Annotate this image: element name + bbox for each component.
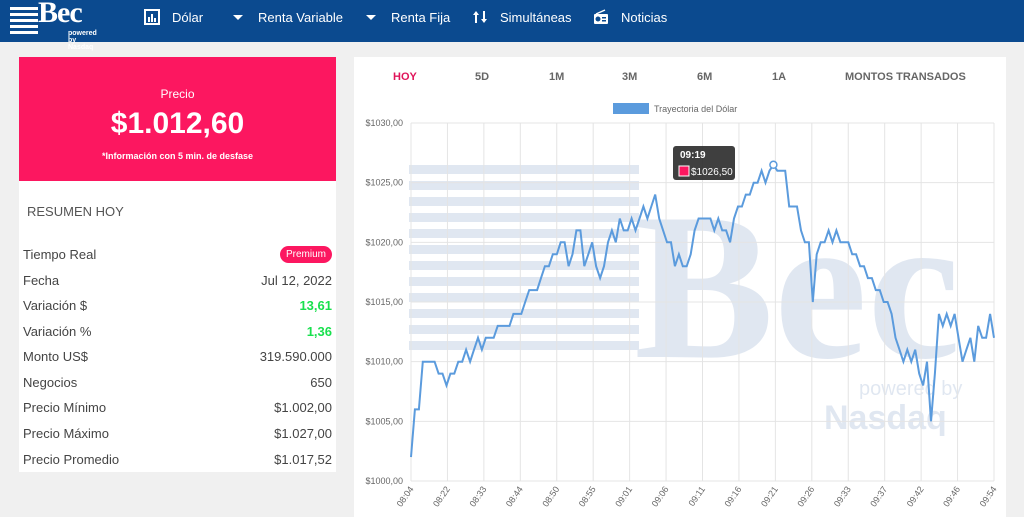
nav-noticias-label: Noticias [621, 9, 668, 25]
summary-key: Precio Promedio [23, 452, 120, 467]
svg-text:Nasdaq: Nasdaq [824, 399, 947, 437]
top-navigation-bar: Bec powered by Nasdaq Dólar Renta Variab… [0, 0, 1024, 51]
x-tick-label: 08:33 [467, 484, 488, 508]
legend-label[interactable]: Trayectoria del Dólar [654, 104, 737, 114]
nav-renta-fija-label: Renta Fija [391, 9, 451, 25]
summary-key: Precio Máximo [23, 426, 109, 441]
y-tick-label: $1000,00 [365, 476, 403, 486]
summary-key: Negocios [23, 375, 78, 390]
nav-simultaneas-label: Simultáneas [500, 9, 572, 25]
summary-row-variacion-pesos: Variación $ 13,61 [23, 298, 332, 318]
chart-tooltip: 09:19 $1026,50 [673, 146, 778, 180]
x-tick-label: 09:06 [650, 484, 671, 508]
summary-row-variacion-pct: Variación % 1,36 [23, 324, 332, 344]
y-tick-label: $1020,00 [365, 237, 403, 247]
x-tick-label: 09:33 [832, 484, 853, 508]
tab-hoy[interactable]: HOY [393, 71, 417, 83]
tooltip-value: $1026,50 [691, 167, 733, 178]
chevron-down-icon [233, 15, 243, 20]
summary-value: $1.027,00 [274, 426, 332, 441]
x-tick-label: 09:21 [759, 484, 780, 508]
summary-value: 650 [310, 375, 332, 390]
price-label: Precio [160, 87, 195, 101]
nav-renta-fija[interactable]: Renta Fija [363, 0, 450, 34]
x-tick-label: 08:22 [431, 484, 452, 508]
price-card: Precio $1.012,60 *Información con 5 min.… [19, 57, 336, 181]
summary-value: Jul 12, 2022 [261, 273, 332, 288]
summary-key: Tiempo Real [23, 247, 97, 262]
summary-row-precio-minimo: Precio Mínimo $1.002,00 [23, 400, 332, 420]
x-tick-label: 08:44 [504, 484, 525, 508]
summary-panel: RESUMEN HOY Tiempo Real Premium Fecha Ju… [19, 181, 336, 472]
y-tick-label: $1025,00 [365, 178, 403, 188]
chart-panel: HOY 5D 1M 3M 6M 1A MONTOS TRANSADOS Bec [354, 57, 1006, 517]
x-tick-label: 08:55 [577, 484, 598, 508]
nav-dolar[interactable]: Dólar [144, 0, 203, 34]
summary-value: $1.002,00 [274, 400, 332, 415]
tab-1a[interactable]: 1A [772, 71, 787, 83]
summary-key: Variación $ [23, 298, 88, 313]
tooltip-point [769, 160, 778, 170]
tab-5d[interactable]: 5D [475, 71, 490, 83]
nav-renta-variable[interactable]: Renta Variable [230, 0, 343, 34]
tooltip-time: 09:19 [680, 150, 706, 161]
legend-swatch [613, 103, 649, 114]
tab-montos-transados[interactable]: MONTOS TRANSADOS [845, 71, 966, 83]
logo-stripes-icon [10, 7, 38, 34]
y-tick-label: $1010,00 [365, 357, 403, 367]
summary-key: Fecha [23, 273, 60, 288]
tab-1m[interactable]: 1M [549, 71, 565, 83]
summary-row-monto: Monto US$ 319.590.000 [23, 349, 332, 369]
y-tick-label: $1015,00 [365, 297, 403, 307]
x-tick-label: 09:01 [613, 484, 634, 508]
nav-simultaneas[interactable]: Simultáneas [472, 0, 572, 34]
arrows-updown-icon [473, 11, 487, 23]
summary-row-negocios: Negocios 650 [23, 375, 332, 395]
x-tick-label: 08:04 [395, 484, 416, 508]
nav-noticias[interactable]: Noticias [593, 0, 667, 34]
x-axis: 08:04 08:22 08:33 08:44 08:50 08:55 09:01 09:06… [395, 484, 999, 508]
summary-value: 13,61 [299, 298, 332, 313]
logo-subtitle: powered by Nasdaq [68, 30, 97, 51]
nav-renta-variable-label: Renta Variable [258, 9, 344, 25]
dollar-chart[interactable]: Bec powered by Nasdaq Trayectoria del Dó… [354, 57, 1006, 517]
x-tick-label: 09:11 [686, 484, 707, 508]
x-tick-label: 09:16 [722, 484, 743, 508]
summary-key: Monto US$ [23, 349, 89, 364]
tab-3m[interactable]: 3M [622, 71, 638, 83]
radio-icon [594, 9, 608, 24]
summary-value: 319.590.000 [259, 349, 332, 364]
logo-text: Bec [38, 0, 83, 29]
summary-value: 1,36 [306, 324, 332, 339]
x-tick-label: 09:42 [905, 484, 926, 508]
price-value: $1.012,60 [110, 107, 245, 140]
summary-value: $1.017,52 [274, 452, 332, 467]
price-delay-note: *Información con 5 min. de desfase [101, 151, 254, 161]
summary-row-fecha: Fecha Jul 12, 2022 [23, 273, 332, 293]
series-line-trayectoria[interactable] [410, 162, 995, 458]
summary-title: RESUMEN HOY [27, 204, 124, 219]
x-tick-label: 09:26 [795, 484, 816, 508]
y-tick-label: $1005,00 [365, 416, 403, 426]
bec-logo[interactable]: Bec powered by Nasdaq [10, 0, 102, 51]
chevron-down-icon [366, 15, 376, 20]
chart-icon [144, 9, 160, 25]
bec-watermark: Bec powered by Nasdaq [409, 165, 962, 437]
x-tick-label: 09:46 [941, 484, 962, 508]
premium-badge[interactable]: Premium [279, 246, 332, 263]
x-tick-label: 09:54 [978, 484, 999, 508]
summary-row-tiempo-real: Tiempo Real Premium [23, 246, 332, 267]
summary-key: Variación % [23, 324, 92, 339]
x-tick-label: 08:50 [540, 484, 561, 508]
summary-row-precio-promedio: Precio Promedio $1.017,52 [23, 452, 332, 472]
y-axis: $1000,00 $1005,00 $1010,00 $1015,00 $1020,00… [365, 118, 403, 486]
summary-key: Precio Mínimo [23, 400, 107, 415]
tooltip-swatch [678, 165, 690, 177]
summary-row-precio-maximo: Precio Máximo $1.027,00 [23, 426, 332, 446]
svg-text:powered by: powered by [859, 378, 962, 400]
x-tick-label: 09:37 [868, 484, 889, 508]
tab-6m[interactable]: 6M [697, 71, 713, 83]
y-tick-label: $1030,00 [365, 118, 403, 128]
nav-dolar-label: Dólar [172, 9, 204, 25]
